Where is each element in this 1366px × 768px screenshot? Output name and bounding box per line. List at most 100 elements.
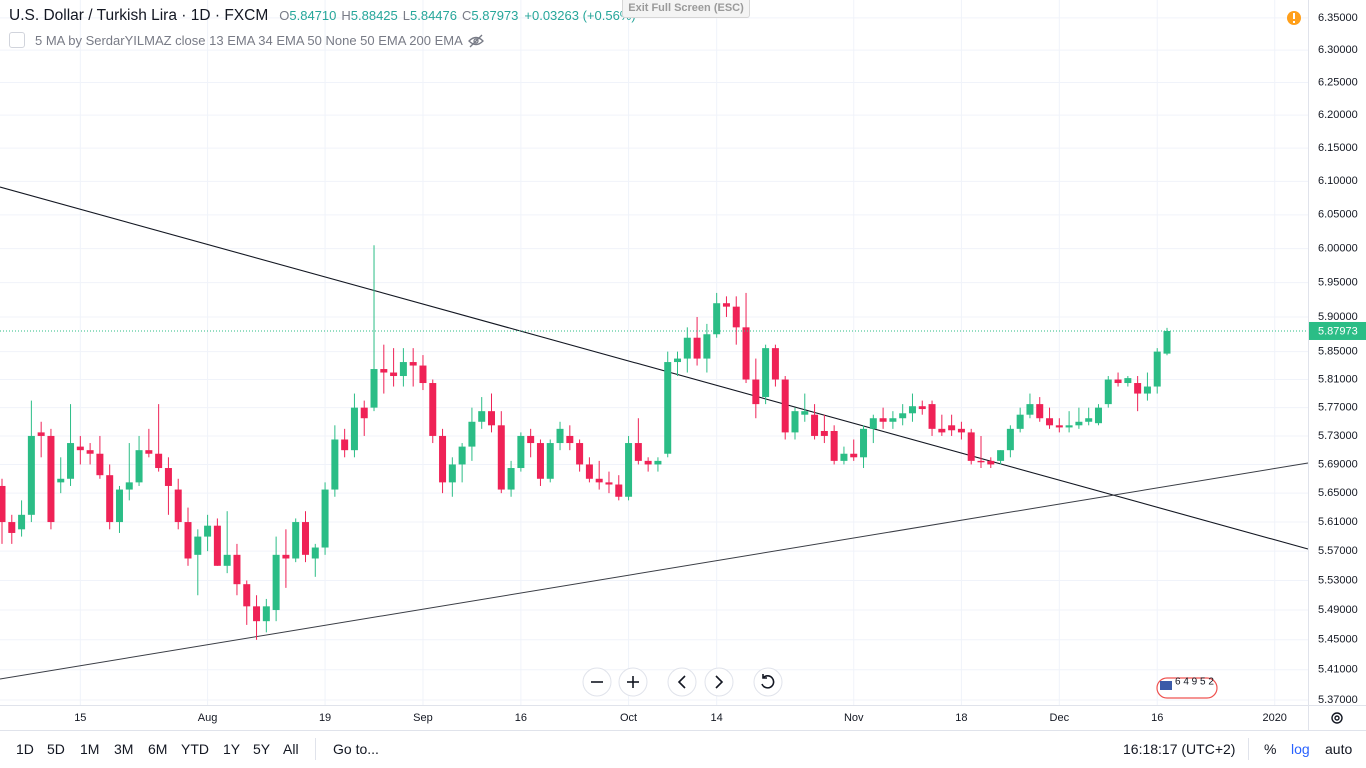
range-button[interactable]: 5Y [253, 741, 271, 757]
scroll-right-button[interactable] [704, 667, 734, 697]
candle-body [938, 428, 946, 433]
y-tick-label: 5.57000 [1318, 545, 1358, 557]
candle-body [664, 362, 672, 454]
candle-body [1114, 379, 1122, 384]
y-tick-label: 5.90000 [1318, 311, 1358, 323]
candle-body [439, 435, 447, 483]
range-button[interactable]: YTD [181, 741, 209, 757]
candle-body [1006, 428, 1014, 451]
candle-body [458, 446, 466, 465]
last-price-label: 5.87973 [1318, 325, 1358, 337]
scroll-left-button[interactable] [667, 667, 697, 697]
range-button[interactable]: 5D [47, 741, 65, 757]
collapse-toggle[interactable] [9, 32, 25, 48]
candle-body [811, 414, 819, 436]
x-tick-label: 14 [711, 712, 723, 724]
candle-body [184, 522, 192, 559]
candle-body [213, 525, 221, 566]
candle-body [693, 337, 701, 359]
candle-body [145, 450, 153, 454]
y-tick-label: 5.69000 [1318, 458, 1358, 470]
candle-body [732, 306, 740, 328]
candle-body [615, 484, 623, 497]
candle-body [1075, 421, 1083, 426]
x-tick-label: Nov [844, 712, 864, 724]
candle-body [644, 460, 652, 465]
x-tick-label: 16 [515, 712, 527, 724]
candle-body [253, 606, 261, 622]
range-button[interactable]: 1Y [223, 741, 241, 757]
candle-body [899, 413, 907, 419]
candle-body [76, 446, 84, 451]
change: +0.03263 (+0.56%) [524, 8, 636, 23]
candle-body [830, 430, 838, 461]
candle-body [380, 369, 388, 373]
auto-toggle[interactable]: auto [1325, 741, 1353, 757]
candle-body [742, 327, 750, 380]
candle-body [928, 404, 936, 429]
candle-body [360, 407, 368, 419]
ohlc-value: 5.84710 [289, 8, 337, 23]
separator [315, 738, 316, 760]
x-tick-label: 15 [74, 712, 86, 724]
eye-icon[interactable] [468, 34, 484, 48]
price-axis [1308, 0, 1366, 705]
exit-fullscreen-button[interactable]: Exit Full Screen (ESC) [622, 0, 750, 18]
candle-body [1026, 404, 1034, 415]
ohlc-value: 5.84476 [410, 8, 457, 23]
x-tick-label: 18 [955, 712, 967, 724]
percent-toggle[interactable]: % [1264, 741, 1277, 757]
range-button[interactable]: 1D [16, 741, 34, 757]
zoom-icons [591, 674, 775, 689]
goto-button[interactable]: Go to... [333, 741, 379, 757]
log-toggle[interactable]: log [1291, 741, 1310, 757]
settings-icon[interactable] [1331, 712, 1343, 724]
candle-body [27, 435, 35, 515]
range-button[interactable]: 1M [80, 741, 100, 757]
range-button[interactable]: 3M [114, 741, 134, 757]
candle-body [331, 439, 339, 490]
y-tick-label: 5.45000 [1318, 634, 1358, 646]
candle-body [527, 435, 535, 444]
candle-body [292, 522, 300, 559]
ohlc-key: L [402, 8, 410, 23]
y-tick-label: 5.95000 [1318, 277, 1358, 289]
zoom-controls [582, 667, 783, 697]
clock[interactable]: 16:18:17 (UTC+2) [1123, 741, 1236, 757]
candle-body [879, 418, 887, 422]
candle-body [390, 372, 398, 377]
alert-icon-glyph [1293, 13, 1295, 19]
candle-body [908, 406, 916, 414]
candle-body [1036, 404, 1044, 419]
range-button[interactable]: 6M [148, 741, 168, 757]
candle-body [57, 478, 65, 483]
ohlc-key: C [462, 8, 472, 23]
reset-button[interactable] [753, 667, 783, 697]
y-tick-label: 6.10000 [1318, 175, 1358, 187]
candle-body [155, 453, 163, 469]
counter-badge: 6 4 9 5 2 [1156, 677, 1218, 699]
trend-line [0, 186, 1309, 550]
candle-body [0, 485, 6, 523]
y-tick-label: 5.73000 [1318, 430, 1358, 442]
candle-body [399, 362, 407, 377]
candle-body [1065, 425, 1073, 428]
alert-icon-glyph [1293, 21, 1295, 23]
ohlc-value: 5.87973 [471, 8, 519, 23]
candle-body [488, 411, 495, 426]
candle-body [448, 464, 456, 483]
y-tick-label: 5.53000 [1318, 574, 1358, 586]
candle-body [96, 453, 104, 476]
candle-body [478, 411, 486, 422]
x-tick-label: 16 [1151, 712, 1163, 724]
range-button[interactable]: All [283, 741, 299, 757]
y-tick-label: 6.05000 [1318, 209, 1358, 221]
y-tick-label: 6.25000 [1318, 76, 1358, 88]
candle-body [370, 369, 378, 408]
x-tick-label: Aug [198, 712, 218, 724]
candle-body [654, 460, 662, 465]
x-tick-label: Sep [413, 712, 433, 724]
ohlc-value: 5.88425 [350, 8, 398, 23]
